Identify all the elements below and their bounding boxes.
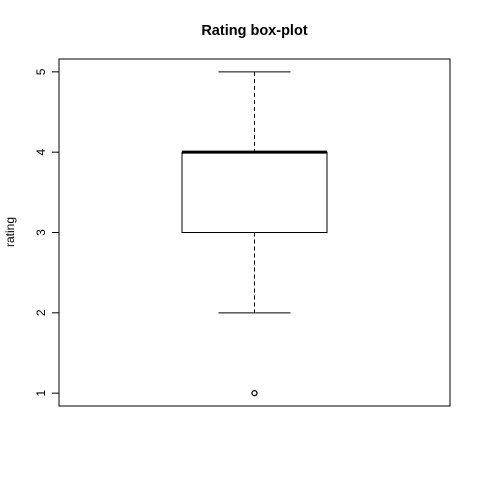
y-tick-label: 1 (34, 389, 48, 396)
y-axis: 1 2 3 4 5 (34, 68, 60, 396)
y-tick-label: 5 (34, 68, 48, 75)
y-tick-label: 2 (34, 309, 48, 316)
y-tick-label: 3 (34, 229, 48, 236)
y-tick-label: 4 (34, 149, 48, 156)
box-group (181, 71, 328, 397)
y-axis-label: rating (3, 217, 17, 247)
outlier-point (251, 389, 258, 397)
chart-title: Rating box-plot (201, 23, 307, 39)
